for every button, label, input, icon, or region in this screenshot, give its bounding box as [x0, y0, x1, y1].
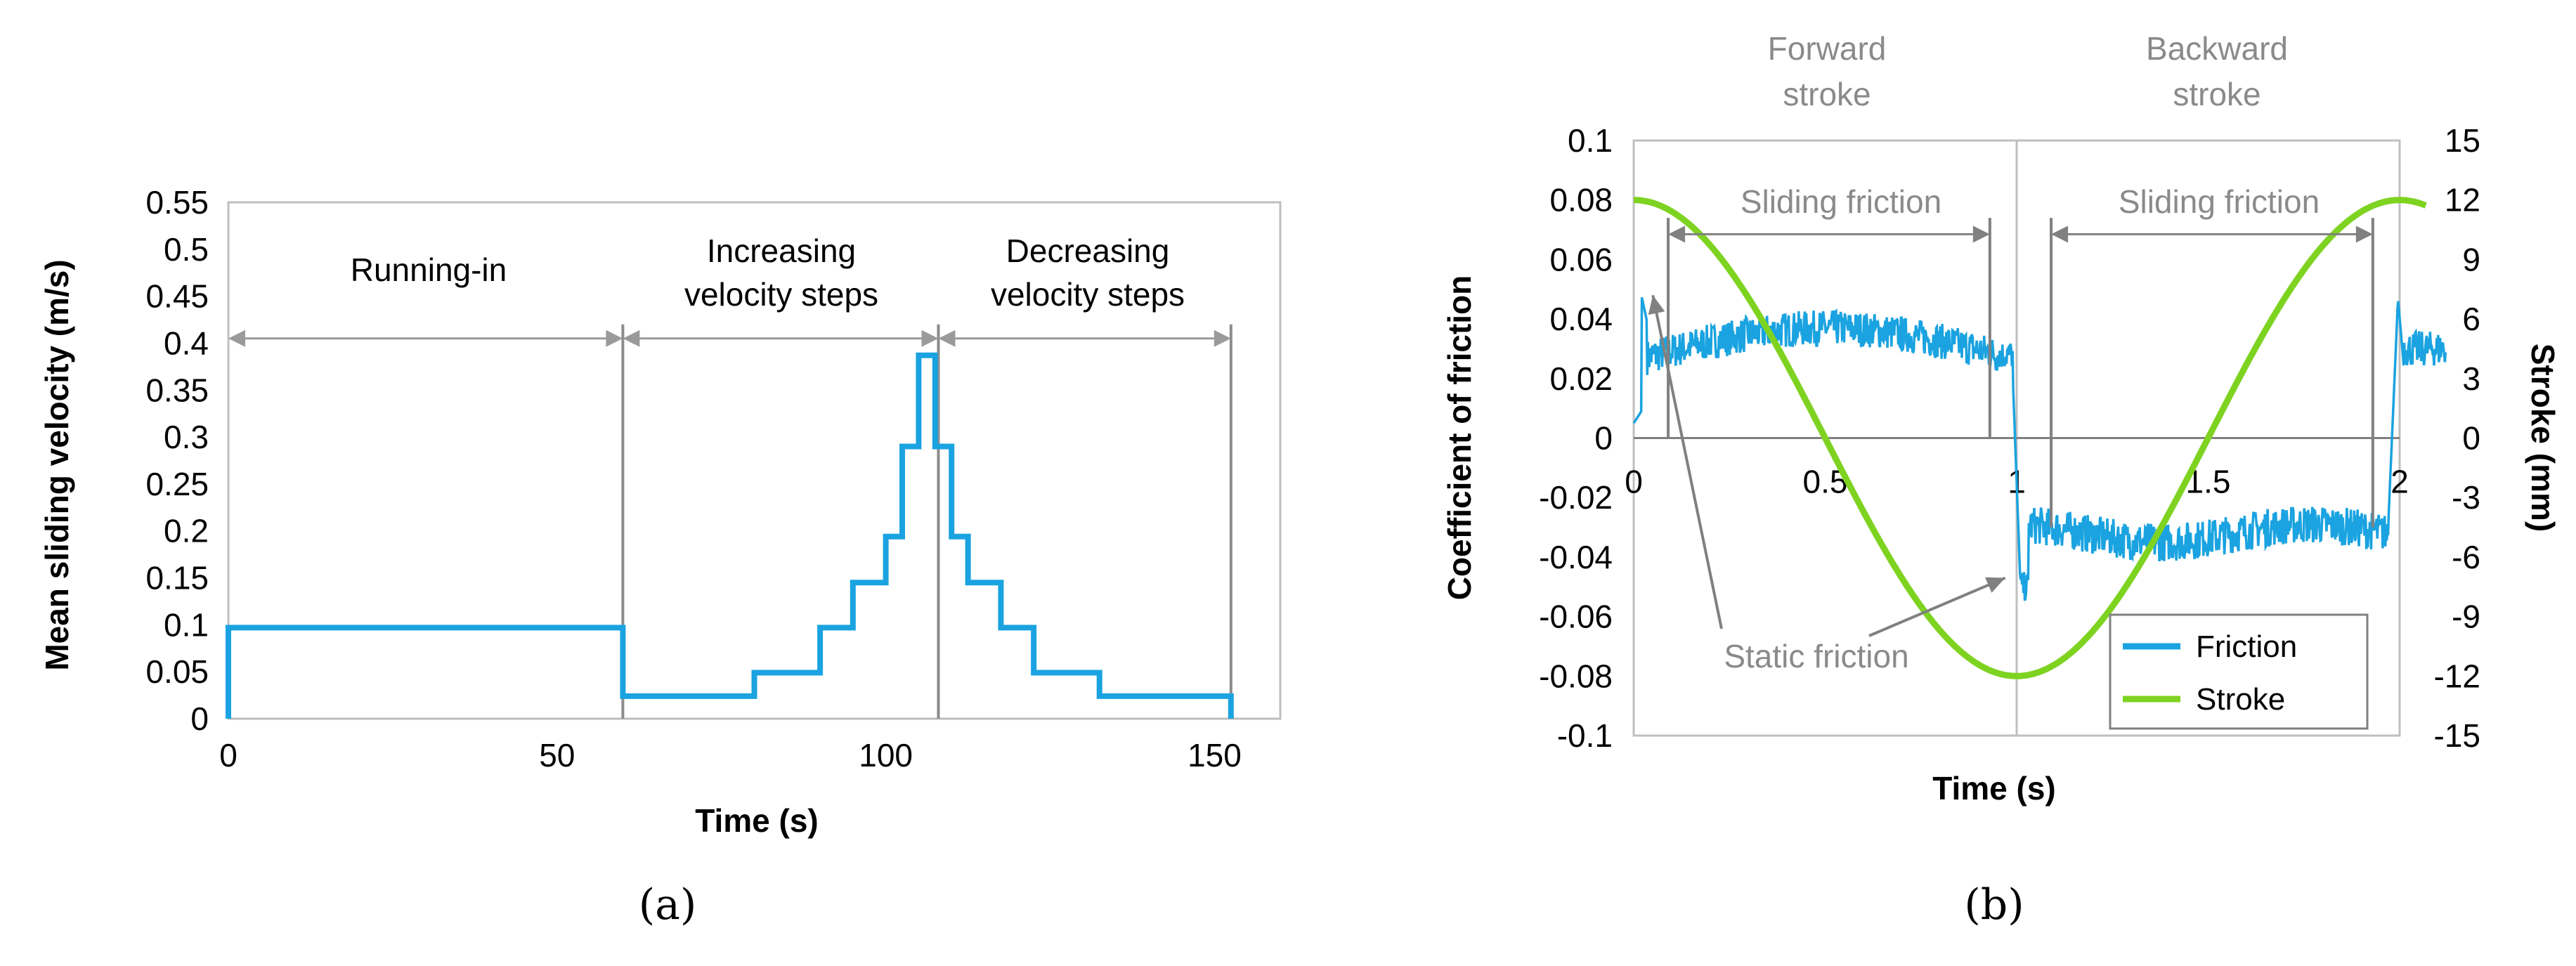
chart-a-arrow-running-in-head-left — [228, 329, 245, 347]
chart-a-x-tick-label: 50 — [539, 737, 575, 774]
chart-b: -0.1 -0.08 -0.06 -0.04 -0.02 0 0.02 0.04 0.06 0.0… — [1441, 30, 2561, 929]
chart-b-panel-label: (b) — [1964, 880, 2024, 929]
chart-a-y-axis-title: Mean sliding velocity (m/s) — [39, 259, 75, 670]
chart-b-x-tick-label: 0 — [1625, 464, 1643, 500]
static-friction-pointer-reversal — [1868, 576, 2006, 637]
annotation-forward-stroke: Forward — [1768, 30, 1887, 67]
static-friction-pointer-start-head — [1648, 295, 1665, 315]
annotation-backward-stroke-2: stroke — [2173, 76, 2260, 112]
chart-a-arrow-increasing-head-right — [921, 329, 939, 347]
chart-b-y2-tick-label: 3 — [2462, 360, 2480, 397]
static-friction-pointer-start — [1651, 294, 1723, 629]
sliding-arrow-forward-head-right — [1972, 226, 1990, 243]
sliding-arrow-backward-head-right — [2355, 226, 2373, 243]
annotation-backward-stroke: Backward — [2146, 30, 2288, 67]
chart-a-arrow-decreasing-head-right — [1214, 329, 1231, 347]
chart-b-y2-axis-title: Stroke (mm) — [2525, 344, 2561, 532]
chart-a-y-tick-label: 0.25 — [145, 466, 209, 502]
chart-b-y2-tick-label: 6 — [2462, 301, 2480, 337]
chart-b-y-tick-label: -0.08 — [1539, 658, 1613, 694]
chart-a-y-tick-label: 0.15 — [145, 560, 209, 596]
chart-a-y-tick-label: 0.1 — [164, 606, 209, 643]
annotation-decreasing-2: velocity steps — [991, 276, 1185, 313]
chart-b-legend: Friction Stroke — [2109, 613, 2369, 730]
chart-a-y-tick-label: 0.2 — [164, 513, 209, 549]
annotation-sliding-friction-forward: Sliding friction — [1741, 183, 1941, 220]
chart-a-y-tick-label: 0.5 — [164, 231, 209, 268]
chart-b-y-tick-label: -0.06 — [1539, 599, 1613, 635]
chart-b-y2-tick-label: -3 — [2452, 479, 2480, 516]
chart-a-arrow-decreasing-head-left — [938, 329, 956, 347]
chart-b-friction-line — [1632, 296, 2447, 601]
chart-a-arrow-increasing-head-left — [623, 329, 640, 347]
chart-b-y-tick-label: -0.02 — [1539, 479, 1613, 516]
chart-b-y-tick-label: 0.08 — [1549, 182, 1613, 218]
chart-b-y-tick-label: 0.02 — [1549, 360, 1613, 397]
chart-b-y-axis-title: Coefficient of friction — [1441, 275, 1478, 601]
chart-a: 0 0.05 0.1 0.15 0.2 0.25 0.3 0.35 0.4 0.45 0.5 0.55… — [39, 184, 1282, 929]
chart-a-y-tick-label: 0.45 — [145, 278, 209, 315]
legend-stroke-label: Stroke — [2196, 682, 2285, 717]
chart-b-y-tick-label: 0.1 — [1568, 122, 1613, 159]
chart-a-panel-label: (a) — [639, 880, 697, 929]
chart-a-arrow-running-in-head-right — [606, 329, 623, 347]
chart-a-y-tick-label: 0.35 — [145, 372, 209, 408]
chart-b-y-tick-label: -0.1 — [1557, 717, 1613, 754]
sliding-arrow-backward-head-left — [2051, 226, 2069, 243]
annotation-running-in: Running-in — [351, 252, 507, 288]
annotation-sliding-friction-backward: Sliding friction — [2119, 183, 2320, 220]
chart-b-y-tick-label: 0 — [1594, 420, 1613, 457]
chart-b-y2-tick-label: 12 — [2445, 182, 2480, 218]
chart-b-y2-tick-label: -15 — [2434, 717, 2480, 754]
chart-a-y-tick-label: 0 — [190, 700, 209, 737]
legend-friction-label: Friction — [2196, 629, 2297, 664]
chart-b-y-tick-label: 0.04 — [1549, 301, 1613, 337]
chart-b-y2-tick-label: -9 — [2452, 599, 2480, 635]
chart-b-y-tick-label: -0.04 — [1539, 539, 1613, 575]
chart-b-y2-tick-label: 15 — [2445, 122, 2480, 159]
chart-b-y2-tick-label: 0 — [2462, 420, 2480, 457]
chart-a-y-tick-label: 0.4 — [164, 325, 209, 361]
annotation-increasing: Increasing — [707, 233, 856, 269]
annotation-increasing-2: velocity steps — [684, 276, 878, 313]
chart-b-stroke-line — [1634, 197, 2427, 679]
chart-a-y-tick-label: 0.55 — [145, 184, 209, 221]
chart-b-y-tick-label: 0.06 — [1549, 241, 1613, 278]
annotation-decreasing: Decreasing — [1006, 233, 1170, 269]
chart-b-y2-tick-label: -12 — [2434, 658, 2480, 694]
chart-b-x-axis-title: Time (s) — [1932, 770, 2056, 807]
chart-a-x-tick-label: 100 — [859, 737, 913, 774]
sliding-arrow-forward-head-left — [1668, 226, 1686, 243]
chart-a-y-tick-label: 0.3 — [164, 419, 209, 455]
chart-a-x-axis-title: Time (s) — [695, 802, 819, 839]
chart-b-y2-tick-label: -6 — [2452, 539, 2480, 575]
chart-a-x-tick-label: 0 — [219, 737, 238, 774]
chart-a-y-tick-label: 0.05 — [145, 653, 209, 690]
chart-b-x-tick-label: 2 — [2390, 464, 2409, 500]
annotation-forward-stroke-2: stroke — [1783, 76, 1871, 112]
static-friction-pointer-reversal-head — [1985, 577, 2005, 593]
chart-a-x-tick-label: 150 — [1188, 737, 1242, 774]
chart-a-plot-frame — [227, 201, 1282, 720]
chart-b-y2-tick-label: 9 — [2462, 241, 2480, 278]
chart-a-velocity-line — [226, 352, 1234, 719]
annotation-static-friction: Static friction — [1724, 638, 1908, 674]
